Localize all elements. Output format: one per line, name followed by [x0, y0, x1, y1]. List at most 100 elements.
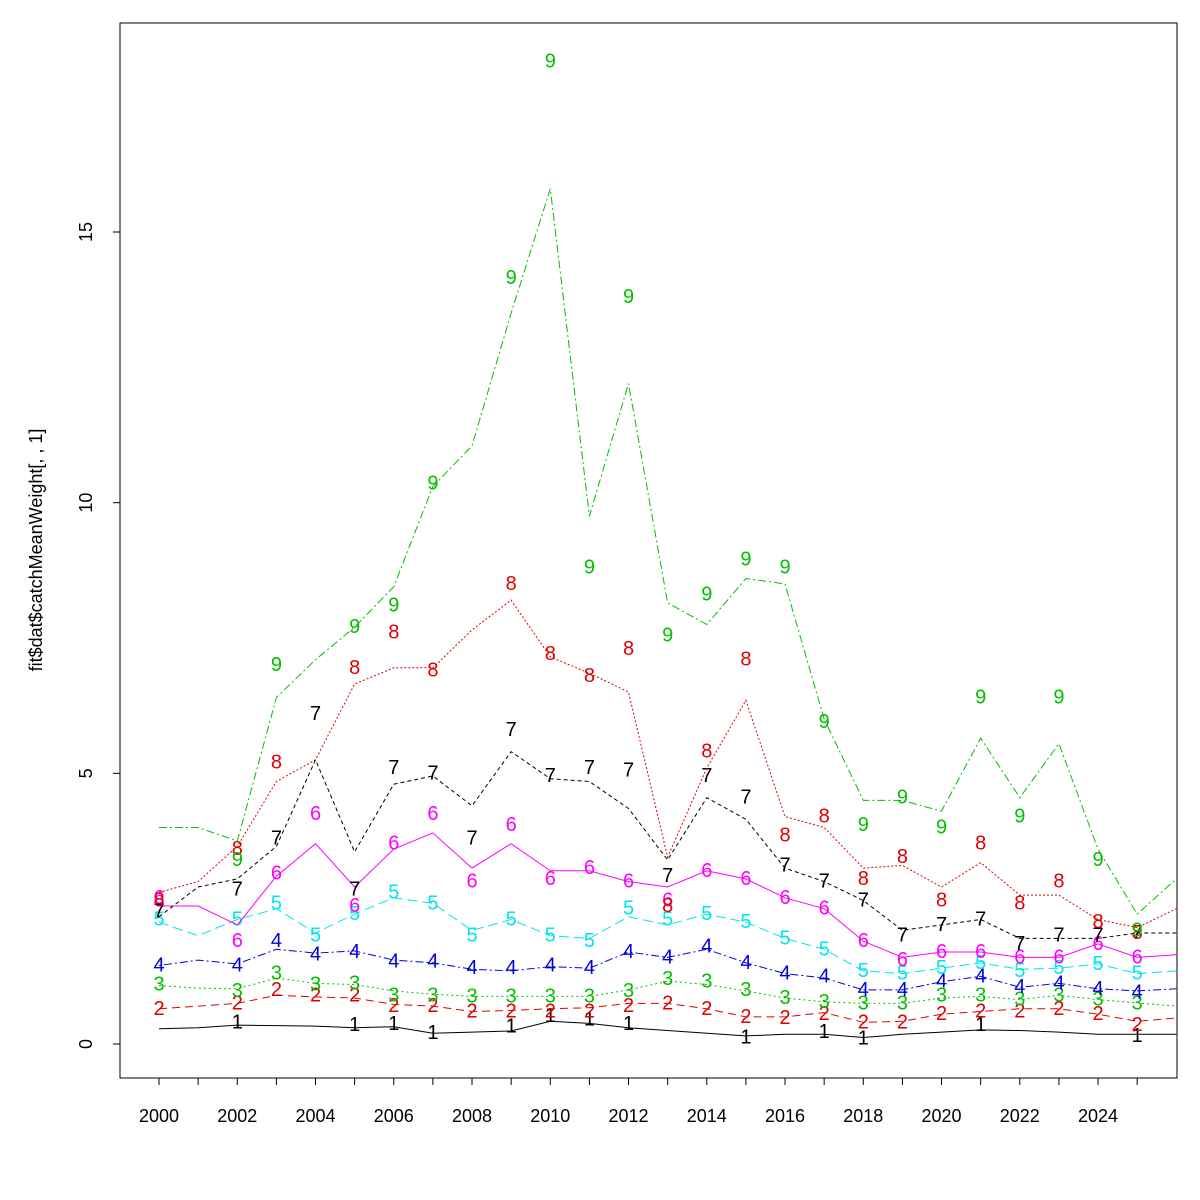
series-5-point-2000: 5 [153, 908, 164, 930]
series-6-point-2012: 6 [623, 871, 634, 893]
series-9-point-2019: 9 [897, 787, 908, 809]
series-7-point-2009: 7 [506, 719, 517, 741]
series-8-point-2016: 8 [779, 825, 790, 847]
series-line-3 [158, 977, 1177, 1007]
series-1-point-2005: 1 [349, 1014, 360, 1036]
series-8: 8 8 8 8 8 8 8 8 8 8 8 8 8 8 8 8 8 8 8 8 8 8 8 [153, 573, 1177, 944]
series-6-point-2024: 6 [1092, 933, 1103, 955]
series-1-point-2025: 1 [1132, 1025, 1143, 1047]
series-8-point-2011: 8 [584, 665, 595, 687]
series-8-point-2014: 8 [701, 741, 712, 763]
series-4-point-2018: 4 [858, 979, 869, 1001]
series-5-point-2019: 5 [897, 963, 908, 985]
x-tick-label-2004: 2004 [295, 1106, 335, 1126]
series-5-point-2004: 5 [310, 925, 321, 947]
series-5-point-2023: 5 [1053, 957, 1064, 979]
series-5-point-2008: 5 [466, 925, 477, 947]
series-2-point-2006: 2 [388, 995, 399, 1017]
series-6-point-2022: 6 [1014, 946, 1025, 968]
series-5-point-2009: 5 [506, 908, 517, 930]
series-7-point-2008: 7 [466, 827, 477, 849]
series-line-1 [158, 1020, 1177, 1039]
series-2-point-2009: 2 [506, 1001, 517, 1023]
series-5-point-2022: 5 [1014, 960, 1025, 982]
series-6-point-2018: 6 [858, 930, 869, 952]
series-4-point-2004: 4 [310, 944, 321, 966]
series-9-point-2007: 9 [427, 473, 438, 495]
series-5-point-2013: 5 [662, 908, 673, 930]
series-4-point-2016: 4 [779, 963, 790, 985]
series-9-point-2020: 9 [936, 816, 947, 838]
series-1-point-2012: 1 [623, 1013, 634, 1035]
series-line-2 [158, 994, 1177, 1023]
series-2-point-2004: 2 [310, 984, 321, 1006]
series-5-point-2025: 5 [1132, 963, 1143, 985]
series-group: 1 1 1 1 1 1 1 11 1 11 12 22 2 2 2 2 2 2 2 2 2 2 2 2 2 2 2 2 2 2 2 2 2 23 3… [153, 50, 1177, 1050]
y-tick-label-0: 0 [76, 1039, 96, 1049]
series-3-point-2016: 3 [779, 987, 790, 1009]
series-6-point-2025: 6 [1132, 946, 1143, 968]
x-tick-label-2020: 2020 [922, 1106, 962, 1126]
x-tick-label-2016: 2016 [765, 1106, 805, 1126]
series-6-point-2021: 6 [975, 941, 986, 963]
x-tick-label-2022: 2022 [1000, 1106, 1040, 1126]
series-8-point-2024: 8 [1092, 911, 1103, 933]
series-3-point-2025: 3 [1132, 992, 1143, 1014]
series-line-9 [159, 188, 1177, 915]
series-1-point-2015: 1 [740, 1027, 751, 1049]
series-6-point-2020: 6 [936, 941, 947, 963]
series-6-point-2019: 6 [897, 949, 908, 971]
series-7-point-2023: 7 [1053, 925, 1064, 947]
series-1: 1 1 1 1 1 1 1 1 1 1 1 1 1 [158, 1005, 1177, 1050]
series-2-point-2012: 2 [623, 995, 634, 1017]
series-6-point-2002: 6 [232, 930, 243, 952]
series-3-point-2010: 3 [545, 985, 556, 1007]
series-3-point-2015: 3 [740, 979, 751, 1001]
series-4-point-2002: 4 [232, 955, 243, 977]
series-9-point-2011: 9 [584, 557, 595, 579]
series-4-point-2003: 4 [271, 930, 282, 952]
series-4-point-2023: 4 [1053, 972, 1064, 994]
series-2-point-2000: 2 [153, 998, 164, 1020]
series-8-point-2022: 8 [1014, 892, 1025, 914]
series-2-point-2007: 2 [427, 995, 438, 1017]
x-tick-label-2018: 2018 [843, 1106, 883, 1126]
series-3-point-2019: 3 [897, 992, 908, 1014]
y-axis: 0 5 10 15 [76, 222, 121, 1049]
series-6-point-2016: 6 [779, 887, 790, 909]
series-7-point-2010: 7 [545, 765, 556, 787]
series-2-point-2017: 2 [819, 1003, 830, 1025]
series-9: 9 9 9 9 9 9 9 9 9 9 9 9 9 9 9 9 9 9 9 9 9 9 [159, 50, 1177, 941]
series-7-point-2012: 7 [623, 760, 634, 782]
series-4-point-2010: 4 [545, 955, 556, 977]
series-3-point-2004: 3 [310, 973, 321, 995]
series-8-point-2013: 8 [662, 895, 673, 917]
series-2-point-2015: 2 [740, 1006, 751, 1028]
series-8-point-2021: 8 [975, 833, 986, 855]
x-axis: 2000 2002 2004 2006 2008 2010 2012 2014 2016 2018… [139, 1077, 1138, 1126]
series-line-6 [159, 832, 1177, 958]
series-7-point-2003: 7 [271, 827, 282, 849]
series-6-point-2013: 6 [662, 890, 673, 912]
series-5-point-2006: 5 [388, 881, 399, 903]
series-line-8 [158, 599, 1177, 929]
series-9-point-2018: 9 [858, 814, 869, 836]
series-5-point-2018: 5 [858, 960, 869, 982]
series-9-point-2025: 9 [1132, 919, 1143, 941]
series-2-point-2023: 2 [1053, 998, 1064, 1020]
series-2-point-2013: 2 [662, 992, 673, 1014]
series-2-point-2010: 2 [545, 1001, 556, 1023]
series-3-point-2008: 3 [466, 985, 477, 1007]
series-4-point-2000: 4 [153, 955, 164, 977]
series-5-point-2012: 5 [623, 898, 634, 920]
series-8-point-2005: 8 [349, 657, 360, 679]
series-4-point-2024: 4 [1092, 978, 1103, 1000]
series-5-point-2021: 5 [975, 952, 986, 974]
series-8-point-2002: 8 [232, 838, 243, 860]
series-8-point-2006: 8 [388, 622, 399, 644]
series-8-point-2017: 8 [819, 806, 830, 828]
series-4-point-2025: 4 [1132, 982, 1143, 1004]
series-7-point-2005: 7 [349, 879, 360, 901]
series-3-point-2013: 3 [662, 968, 673, 990]
series-1-point-2009: 1 [506, 1016, 517, 1038]
